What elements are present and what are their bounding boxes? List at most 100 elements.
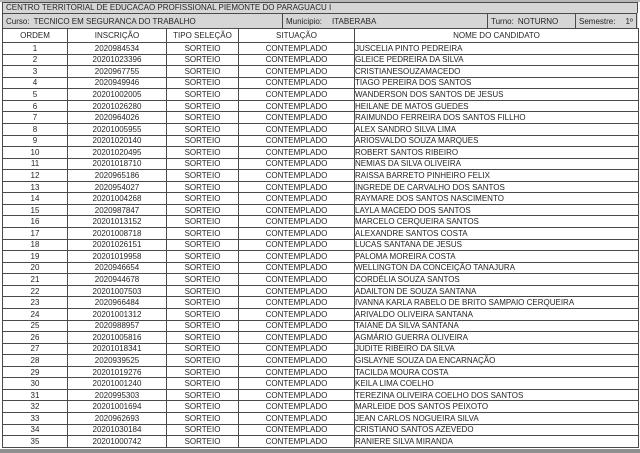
table-row: 11 20201018710 SORTEIO CONTEMPLADO NEMIAS DA… [2, 157, 639, 171]
inscricao-cell: 2020944678 [67, 273, 167, 286]
inscricao-cell: 20201020140 [67, 134, 167, 148]
results-tbody: 1 2020984534 SORTEIO CONTEMPLADO JUSCELIA PI… [2, 42, 639, 448]
ordem-cell: 19 [2, 250, 68, 263]
table-row: 9 20201020140 SORTEIO CONTEMPLADO ARIOSVALDO… [2, 134, 639, 148]
situacao-cell: CONTEMPLADO [238, 122, 355, 136]
ordem-cell: 16 [2, 215, 68, 228]
situacao-cell: CONTEMPLADO [238, 400, 355, 413]
tipo-selecao-cell: SORTEIO [166, 227, 239, 240]
table-row: 8 20201005955 SORTEIO CONTEMPLADO ALEX SANDR… [2, 122, 639, 136]
table-row: 31 2020995303 SORTEIO CONTEMPLADO TEREZINA O… [2, 388, 639, 402]
tipo-selecao-cell: SORTEIO [166, 307, 239, 321]
table-row: 29 20201019276 SORTEIO CONTEMPLADO TACILDA M… [2, 365, 639, 379]
inscricao-cell: 20201001312 [67, 307, 167, 321]
inscricao-cell: 20201001694 [67, 400, 167, 413]
inscricao-cell: 20201001240 [67, 377, 167, 390]
ordem-cell: 17 [2, 227, 68, 240]
situacao-cell: CONTEMPLADO [238, 307, 355, 321]
situacao-cell: CONTEMPLADO [238, 215, 355, 228]
table-row: 33 2020962693 SORTEIO CONTEMPLADO JEAN CARLO… [2, 412, 639, 425]
tipo-selecao-cell: SORTEIO [166, 88, 239, 101]
ordem-cell: 18 [2, 238, 68, 252]
nome-cell: MARCELO CERQUEIRA SANTOS [354, 215, 639, 228]
turno-label: Turno: [491, 16, 514, 26]
table-row: 26 20201005816 SORTEIO CONTEMPLADO AGMÁRIO G… [2, 331, 639, 344]
situacao-cell: CONTEMPLADO [238, 180, 355, 194]
turno-cell: Turno: NOTURNO [487, 13, 576, 29]
inscricao-cell: 20201002005 [67, 88, 167, 101]
curso-value: TECNICO EM SEGURANCA DO TRABALHO [33, 16, 196, 26]
header-row: ORDEM INSCRIÇÃO TIPO SELEÇÃO SITUAÇÃO NO… [2, 28, 639, 43]
ordem-cell: 6 [2, 99, 68, 113]
situacao-cell: CONTEMPLADO [238, 192, 355, 205]
table-row: 19 20201019958 SORTEIO CONTEMPLADO PALOMA MO… [2, 250, 639, 263]
turno-value: NOTURNO [517, 16, 559, 26]
column-header-nome: NOME DO CANDIDATO [354, 28, 639, 43]
nome-cell: TEREZINA OLIVEIRA COELHO DOS SANTOS [354, 388, 639, 402]
table-row: 30 20201001240 SORTEIO CONTEMPLADO KEILA LIM… [2, 377, 639, 390]
nome-cell: ARIVALDO OLIVEIRA SANTANA [354, 307, 639, 321]
nome-cell: TACILDA MOURA COSTA [354, 365, 639, 379]
inscricao-cell: 2020964026 [67, 111, 167, 124]
column-header-ordem: ORDEM [2, 28, 68, 43]
tipo-selecao-cell: SORTEIO [166, 99, 239, 113]
tipo-selecao-cell: SORTEIO [166, 169, 239, 182]
nome-cell: NEMIAS DA SILVA OLIVEIRA [354, 157, 639, 171]
situacao-cell: CONTEMPLADO [238, 238, 355, 252]
nome-cell: TAIANE DA SILVA SANTANA [354, 319, 639, 333]
situacao-cell: CONTEMPLADO [238, 365, 355, 379]
inscricao-cell: 20201018710 [67, 157, 167, 171]
table-row: 28 2020939525 SORTEIO CONTEMPLADO GISLAYNE S… [2, 354, 639, 367]
nome-cell: GLEICE PEDREIRA DA SILVA [354, 53, 639, 67]
inscricao-cell: 20201030184 [67, 423, 167, 437]
table-row: 10 20201020495 SORTEIO CONTEMPLADO ROBERT SA… [2, 146, 639, 159]
tipo-selecao-cell: SORTEIO [166, 76, 239, 90]
inscricao-cell: 20201019958 [67, 250, 167, 263]
ordem-cell: 15 [2, 203, 68, 217]
ordem-cell: 25 [2, 319, 68, 333]
nome-cell: ARIOSVALDO SOUZA MARQUES [354, 134, 639, 148]
nome-cell: LUCAS SANTANA DE JESUS [354, 238, 639, 252]
table-row: 20 2020946654 SORTEIO CONTEMPLADO WELLINGTON… [2, 261, 639, 275]
table-row: 14 20201004268 SORTEIO CONTEMPLADO RAYMARE D… [2, 192, 639, 205]
inscricao-cell: 20201023396 [67, 53, 167, 67]
results-document: CENTRO TERRITORIAL DE EDUCACAO PROFISSIO… [2, 2, 639, 448]
tipo-selecao-cell: SORTEIO [166, 400, 239, 413]
situacao-cell: CONTEMPLADO [238, 111, 355, 124]
table-row: 32 20201001694 SORTEIO CONTEMPLADO MARLEIDE … [2, 400, 639, 413]
table-row: 27 20201018341 SORTEIO CONTEMPLADO JUDITE RI… [2, 342, 639, 356]
table-row: 24 20201001312 SORTEIO CONTEMPLADO ARIVALDO … [2, 307, 639, 321]
ordem-cell: 13 [2, 180, 68, 194]
ordem-cell: 7 [2, 111, 68, 124]
municipio-value: ITABERABA [332, 16, 377, 26]
nome-cell: TIAGO PEREIRA DOS SANTOS [354, 76, 639, 90]
situacao-cell: CONTEMPLADO [238, 319, 355, 333]
inscricao-cell: 2020995303 [67, 388, 167, 402]
table-row: 21 2020944678 SORTEIO CONTEMPLADO CORDÉLIA S… [2, 273, 639, 286]
ordem-cell: 34 [2, 423, 68, 437]
tipo-selecao-cell: SORTEIO [166, 215, 239, 228]
tipo-selecao-cell: SORTEIO [166, 42, 239, 55]
ordem-cell: 35 [2, 435, 68, 448]
ordem-cell: 8 [2, 122, 68, 136]
nome-cell: JUDITE RIBEIRO DA SILVA [354, 342, 639, 356]
table-row: 12 2020965186 SORTEIO CONTEMPLADO RAISSA BAR… [2, 169, 639, 182]
municipio-label: Municipio: [286, 16, 323, 26]
nome-cell: CRISTIANO SANTOS AZEVEDO [354, 423, 639, 437]
tipo-selecao-cell: SORTEIO [166, 388, 239, 402]
nome-cell: ALEX SANDRO SILVA LIMA [354, 122, 639, 136]
semestre-label: Semestre: [579, 16, 616, 26]
tipo-selecao-cell: SORTEIO [166, 319, 239, 333]
table-row: 23 2020966484 SORTEIO CONTEMPLADO IVANNA KAR… [2, 296, 639, 309]
candidates-table: ORDEM INSCRIÇÃO TIPO SELEÇÃO SITUAÇÃO NO… [2, 28, 639, 448]
table-row: 34 20201030184 SORTEIO CONTEMPLADO CRISTIANO… [2, 423, 639, 437]
inscricao-cell: 20201026151 [67, 238, 167, 252]
situacao-cell: CONTEMPLADO [238, 377, 355, 390]
situacao-cell: CONTEMPLADO [238, 331, 355, 344]
column-header-tipo-selecao: TIPO SELEÇÃO [166, 28, 239, 43]
inscricao-cell: 2020984534 [67, 42, 167, 55]
ordem-cell: 23 [2, 296, 68, 309]
tipo-selecao-cell: SORTEIO [166, 203, 239, 217]
situacao-cell: CONTEMPLADO [238, 42, 355, 55]
situacao-cell: CONTEMPLADO [238, 388, 355, 402]
